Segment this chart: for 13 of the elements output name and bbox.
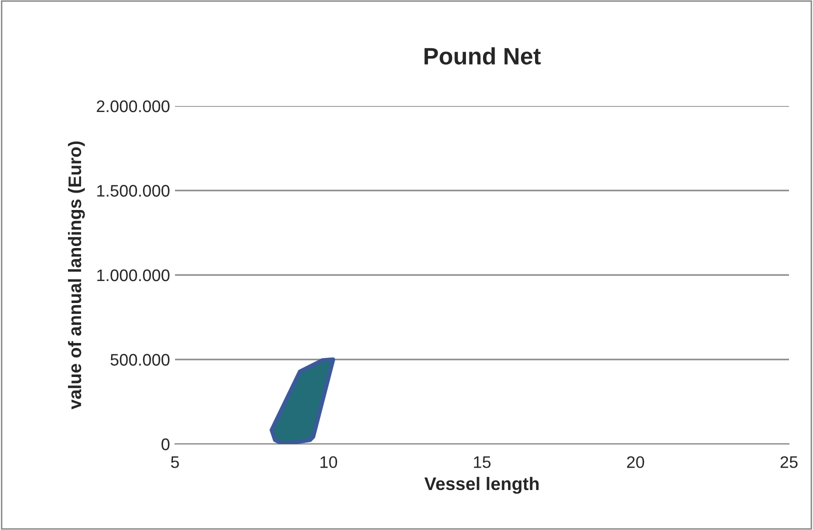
y-tick-label: 1.500.000: [97, 184, 170, 197]
chart-title: Pound Net: [424, 47, 541, 65]
x-tick-label: 10: [320, 456, 338, 468]
y-tick-label: 2.000.000: [96, 100, 170, 112]
x-tick-label: 25: [780, 456, 798, 468]
y-axis-title: value of annual landings (Euro): [68, 141, 85, 410]
y-tick-label: 0: [162, 438, 170, 450]
y-tick-label: 1.000.000: [97, 269, 170, 282]
x-tick-label: 20: [627, 456, 644, 468]
x-axis-title: Vessel length: [424, 476, 539, 494]
x-tick-label: 15: [474, 456, 491, 468]
y-tick-label: 500.000: [110, 354, 170, 366]
x-tick-label: 5: [171, 456, 179, 468]
